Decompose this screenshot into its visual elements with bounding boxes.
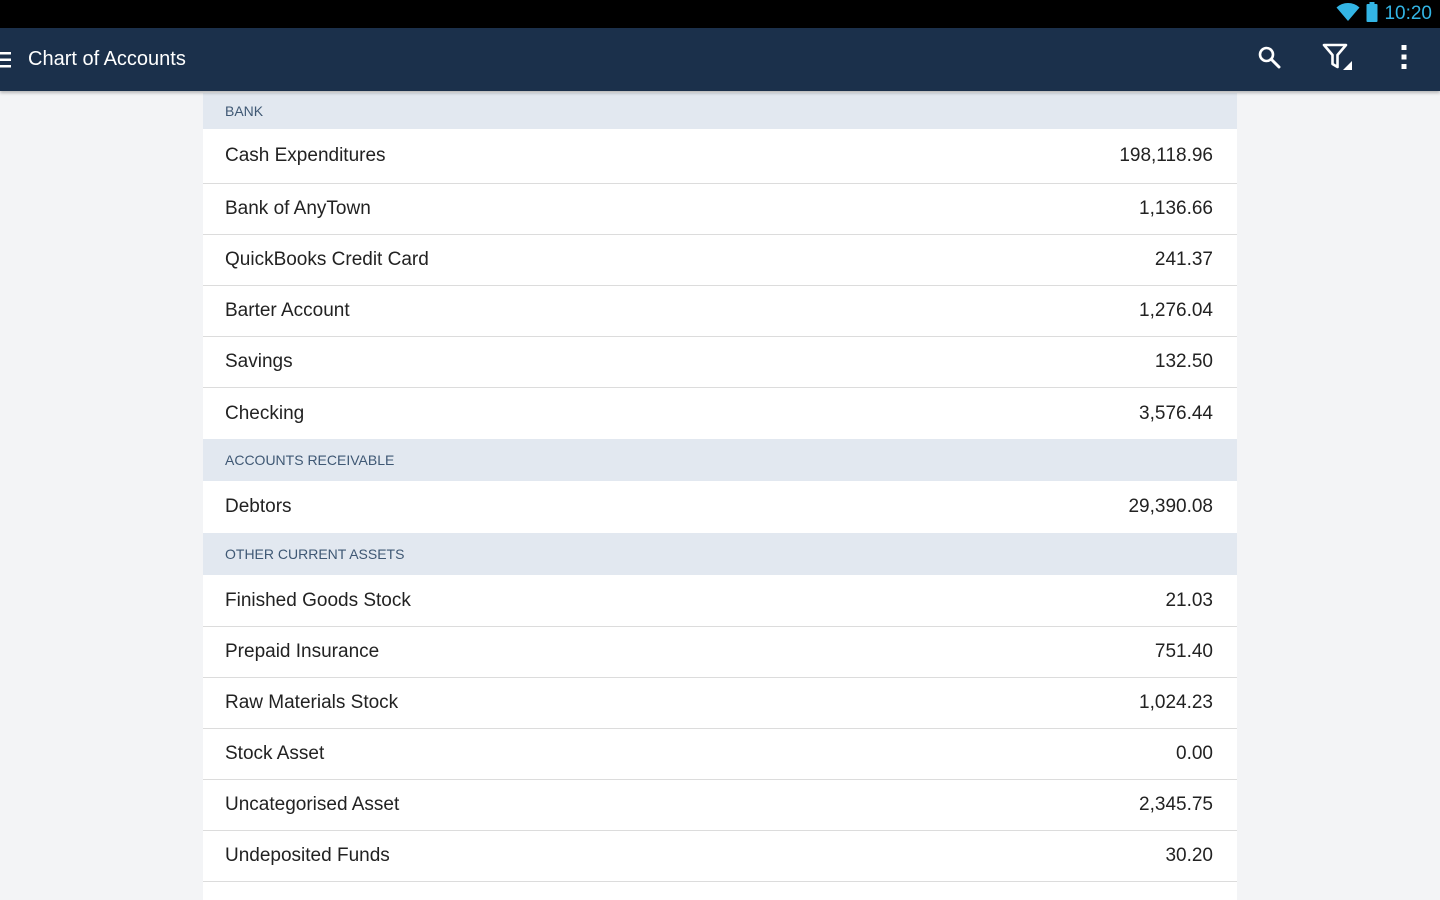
- page-title: Chart of Accounts: [28, 48, 186, 70]
- section-header-bank: BANK: [203, 93, 1237, 129]
- status-time: 10:20: [1384, 3, 1432, 24]
- overflow-menu-button[interactable]: [1376, 28, 1432, 91]
- battery-icon: [1366, 1, 1378, 27]
- account-row[interactable]: Barter Account 1,276.04: [203, 286, 1237, 337]
- account-row[interactable]: Debtors 29,390.08: [203, 481, 1237, 533]
- account-row[interactable]: Bank of AnyTown 1,136.66: [203, 184, 1237, 235]
- account-balance: 198,118.96: [1119, 145, 1213, 166]
- account-name: Undeposited Funds: [225, 845, 390, 866]
- account-name: Stock Asset: [225, 743, 325, 764]
- account-name: Checking: [225, 402, 305, 424]
- account-row[interactable]: Raw Materials Stock 1,024.23: [203, 678, 1237, 729]
- search-button[interactable]: [1241, 28, 1297, 91]
- account-balance: 21.03: [1165, 589, 1213, 611]
- account-balance: 2,345.75: [1139, 794, 1213, 815]
- overflow-menu-icon: [1400, 44, 1408, 75]
- status-bar: 10:20: [0, 0, 1440, 28]
- account-name: Prepaid Insurance: [225, 641, 380, 662]
- account-name: Raw Materials Stock: [225, 692, 399, 713]
- wifi-icon: [1336, 2, 1360, 27]
- account-row[interactable]: QuickBooks Credit Card 241.37: [203, 235, 1237, 286]
- account-name: Uncategorised Asset: [225, 794, 400, 815]
- account-row[interactable]: Undeposited Funds 30.20: [203, 831, 1237, 882]
- account-balance: 1,136.66: [1139, 198, 1213, 219]
- account-name: Cash Expenditures: [225, 145, 386, 166]
- account-row[interactable]: Cash Expenditures 198,118.96: [203, 129, 1237, 184]
- account-balance: 3,576.44: [1139, 402, 1213, 424]
- account-balance: 1,276.04: [1139, 300, 1213, 321]
- filter-button[interactable]: [1310, 28, 1366, 91]
- account-name: Bank of AnyTown: [225, 198, 371, 219]
- account-balance: 1,024.23: [1139, 692, 1213, 713]
- account-row[interactable]: Uncategorised Asset 2,345.75: [203, 780, 1237, 831]
- account-row[interactable]: Finished Goods Stock 21.03: [203, 575, 1237, 627]
- account-balance: 29,390.08: [1128, 496, 1213, 517]
- search-icon: [1257, 45, 1281, 74]
- account-balance: 132.50: [1154, 351, 1213, 372]
- account-balance: 241.37: [1154, 249, 1213, 270]
- account-name: QuickBooks Credit Card: [225, 249, 429, 270]
- status-indicators: 10:20: [1336, 0, 1432, 28]
- account-row[interactable]: Savings 132.50: [203, 337, 1237, 388]
- app-bar: Chart of Accounts: [0, 28, 1440, 91]
- account-balance: 30.20: [1165, 845, 1213, 866]
- account-row[interactable]: Stock Asset 0.00: [203, 729, 1237, 780]
- section-header-accounts-receivable: ACCOUNTS RECEIVABLE: [203, 439, 1237, 481]
- section-header-other-current-assets: OTHER CURRENT ASSETS: [203, 533, 1237, 575]
- account-name: Debtors: [225, 496, 292, 517]
- account-name: Barter Account: [225, 300, 350, 321]
- account-row[interactable]: Checking 3,576.44: [203, 388, 1237, 439]
- accounts-list: BANK Cash Expenditures 198,118.96 Bank o…: [203, 93, 1237, 900]
- account-name: Savings: [225, 351, 293, 372]
- account-name: Finished Goods Stock: [225, 589, 411, 611]
- filter-icon: [1322, 42, 1354, 77]
- menu-icon[interactable]: [0, 52, 12, 68]
- account-balance: 0.00: [1176, 743, 1213, 764]
- account-balance: 751.40: [1154, 641, 1213, 662]
- account-row[interactable]: Prepaid Insurance 751.40: [203, 627, 1237, 678]
